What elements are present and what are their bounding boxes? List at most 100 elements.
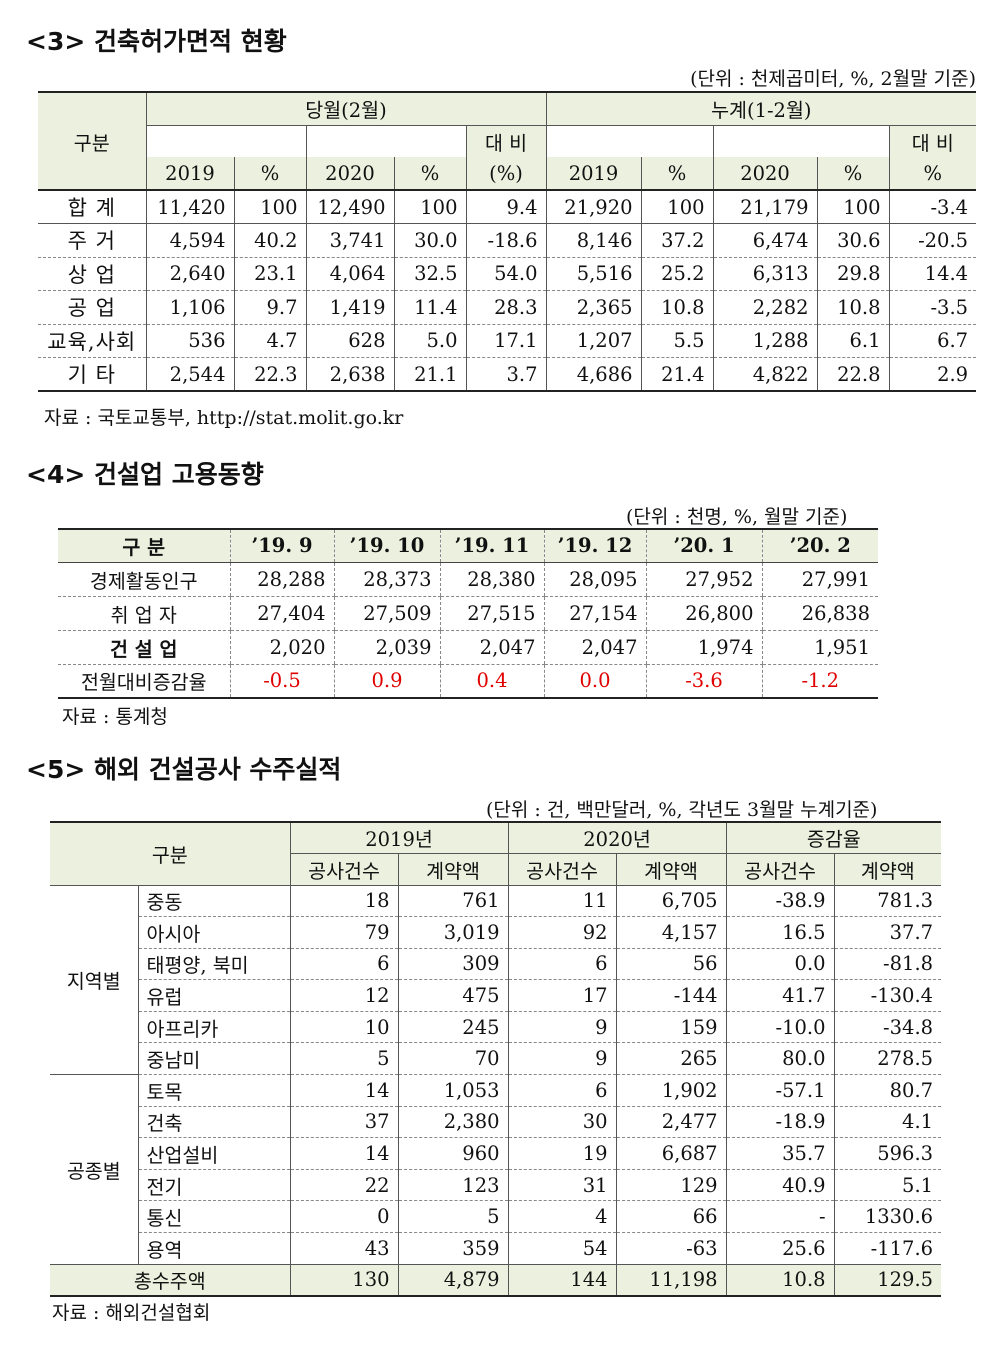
table-cell: 4.7 bbox=[233, 324, 307, 358]
table-cell: 5 bbox=[289, 1042, 399, 1076]
row-label: 전월대비증감율 bbox=[80, 671, 207, 695]
table-cell: 3,741 bbox=[305, 223, 395, 258]
table-row: 기 타 2,544 22.3 2,638 21.1 3.7 4,686 21.4 4,822 22… bbox=[38, 357, 977, 391]
table-cell: 31 bbox=[507, 1168, 617, 1202]
table-row: 지역별 중동 18 761 11 6,705 -38.9 781.3 bbox=[50, 884, 942, 1076]
row-label: 기 타 bbox=[38, 357, 147, 391]
building-permit-table: 구분 당월(2월) 누계(1-2월) 대 비 대 비 2019 % 2020 %… bbox=[38, 91, 977, 392]
table-cell: 32.5 bbox=[393, 257, 467, 291]
table-row: 건 설 업 2,020 2,039 2,047 2,047 1,974 1,951 bbox=[58, 630, 878, 665]
table-cell: 11,420 bbox=[145, 189, 235, 224]
table-cell: 11 bbox=[507, 884, 617, 918]
table-row: 공 업 1,106 9.7 1,419 11.4 28.3 2,365 10.8 2,282 10… bbox=[38, 290, 977, 325]
construction-employment-table: 구 분 ’19. 9 ’19. 10 ’19. 11 ’19. 12 ’20. … bbox=[58, 528, 878, 699]
table-cell: 100 bbox=[816, 189, 890, 224]
table-row: 통신 0 5 4 66-1330.6 bbox=[50, 1200, 942, 1234]
section3-title: <3> 건축허가면적 현황 bbox=[26, 27, 287, 56]
table-cell: 9 bbox=[507, 1010, 617, 1044]
header-month: 당월(2월) bbox=[145, 92, 547, 126]
total-cell: 4,879 bbox=[397, 1263, 509, 1297]
table-cell: 35.7 bbox=[725, 1137, 835, 1170]
table-cell: 4,064 bbox=[305, 257, 395, 291]
table-cell: 6 bbox=[289, 947, 399, 981]
table-cell: 54.0 bbox=[465, 257, 547, 291]
header-2020: 2020년 bbox=[507, 821, 727, 854]
table-row: 주 거 4,594 40.2 3,741 30.0 -18.6 8,146 37.2 6,474… bbox=[38, 223, 977, 258]
header-compare-2: 대 비 bbox=[888, 125, 977, 157]
table-cell: 29.8 bbox=[816, 257, 890, 291]
table-cell: 2,282 bbox=[712, 290, 818, 325]
header-pct: % bbox=[233, 157, 307, 191]
table-cell: 21,920 bbox=[545, 189, 642, 224]
table-cell: 536 bbox=[145, 324, 235, 358]
table-cell: 6 bbox=[507, 1074, 617, 1107]
table-row: 용역 43 359 54 -63 25.6 -117.6 bbox=[50, 1232, 942, 1265]
table-cell: 4.1 bbox=[833, 1105, 942, 1139]
header-compare-1: 대 비 bbox=[465, 125, 547, 157]
table-cell: 2,477 bbox=[615, 1105, 727, 1139]
table-cell: -20.5 bbox=[888, 223, 977, 258]
table-cell: 1,419 bbox=[305, 290, 395, 325]
table-cell: 2.9 bbox=[888, 357, 977, 391]
table-cell: 37.2 bbox=[640, 223, 714, 258]
header-count: 공사건수 bbox=[289, 852, 399, 886]
table-cell: 54 bbox=[507, 1232, 617, 1265]
row-label: 건축 bbox=[137, 1105, 291, 1139]
total-row: 총수주액 130 4,879 144 11,198 10.8 129.5 bbox=[50, 1263, 942, 1297]
section5-title: <5> 해외 건설공사 수주실적 bbox=[26, 755, 342, 784]
table-cell: 960 bbox=[397, 1137, 509, 1170]
table-cell: 22.8 bbox=[816, 357, 890, 391]
header-group: 구 분 bbox=[58, 529, 230, 563]
table-cell: 2,047 bbox=[543, 630, 646, 665]
section4-title: <4> 건설업 고용동향 bbox=[26, 460, 264, 489]
table-row: 취 업 자 27,404 27,509 27,515 27,154 26,800 26,83… bbox=[58, 596, 878, 631]
table-cell: 596.3 bbox=[833, 1137, 942, 1170]
table-cell: 2,047 bbox=[439, 630, 544, 665]
row-label: 중동 bbox=[137, 884, 291, 918]
row-label: 합 계 bbox=[38, 189, 147, 224]
total-label: 총수주액 bbox=[50, 1263, 291, 1297]
table-cell: -18.6 bbox=[465, 223, 547, 258]
header-month: ’19. 12 bbox=[543, 529, 646, 563]
section3-source: 자료 : 국토교통부, http://stat.molit.go.kr bbox=[44, 407, 404, 429]
table-cell: 2,640 bbox=[145, 257, 235, 291]
table-cell: -57.1 bbox=[725, 1074, 835, 1107]
table-cell: 92 bbox=[507, 916, 617, 949]
table-row: 산업설비 14 960 19 6,687 35.7 596.3 bbox=[50, 1137, 942, 1170]
table-cell: 9.4 bbox=[465, 189, 547, 224]
row-label: 태평양, 북미 bbox=[137, 947, 291, 981]
table-cell: 37.7 bbox=[833, 916, 942, 949]
section5-source: 자료 : 해외건설협회 bbox=[52, 1302, 211, 1324]
table-row: 건축 37 2,380 30 2,477 -18.9 4.1 bbox=[50, 1105, 942, 1139]
table-cell: 2,365 bbox=[545, 290, 642, 325]
table-cell: 628 bbox=[305, 324, 395, 358]
table-cell: 28,373 bbox=[333, 562, 440, 597]
table-cell: -63 bbox=[615, 1232, 727, 1265]
table-cell: 27,509 bbox=[333, 596, 440, 631]
table-cell: 30.6 bbox=[816, 223, 890, 258]
table-cell: 28,095 bbox=[543, 562, 646, 597]
table-cell: 10.8 bbox=[640, 290, 714, 325]
table-cell: 14.4 bbox=[888, 257, 977, 291]
table-cell: 40.9 bbox=[725, 1168, 835, 1202]
row-label: 산업설비 bbox=[137, 1137, 291, 1170]
row-label: 취 업 자 bbox=[58, 596, 230, 631]
row-label: 통신 bbox=[137, 1200, 291, 1234]
table-cell: -34.8 bbox=[833, 1010, 942, 1044]
table-cell: 0.9 bbox=[333, 664, 440, 698]
table-cell: -3.6 bbox=[645, 664, 762, 698]
table-row: 아프리카 10 245 9 159 -10.0 -34.8 bbox=[50, 1010, 942, 1044]
table-cell: 27,952 bbox=[645, 562, 762, 597]
table-cell: 28.3 bbox=[465, 290, 547, 325]
section4-source: 자료 : 통계청 bbox=[62, 706, 168, 728]
row-label: 상 업 bbox=[38, 257, 147, 291]
header-count: 공사건수 bbox=[507, 852, 617, 886]
section4-unit: (단위 : 천명, %, 월말 기준) bbox=[626, 506, 848, 528]
header-amount: 계약액 bbox=[615, 852, 727, 886]
row-label: 아프리카 bbox=[137, 1010, 291, 1044]
table-cell: 309 bbox=[397, 947, 509, 981]
table-cell: 1,974 bbox=[645, 630, 762, 665]
header-month: ’19. 11 bbox=[439, 529, 544, 563]
table-cell: -10.0 bbox=[725, 1010, 835, 1044]
table-row: 전월대비증감율 -0.5 0.9 0.4 0.0 -3.6 -1.2 bbox=[58, 664, 878, 698]
